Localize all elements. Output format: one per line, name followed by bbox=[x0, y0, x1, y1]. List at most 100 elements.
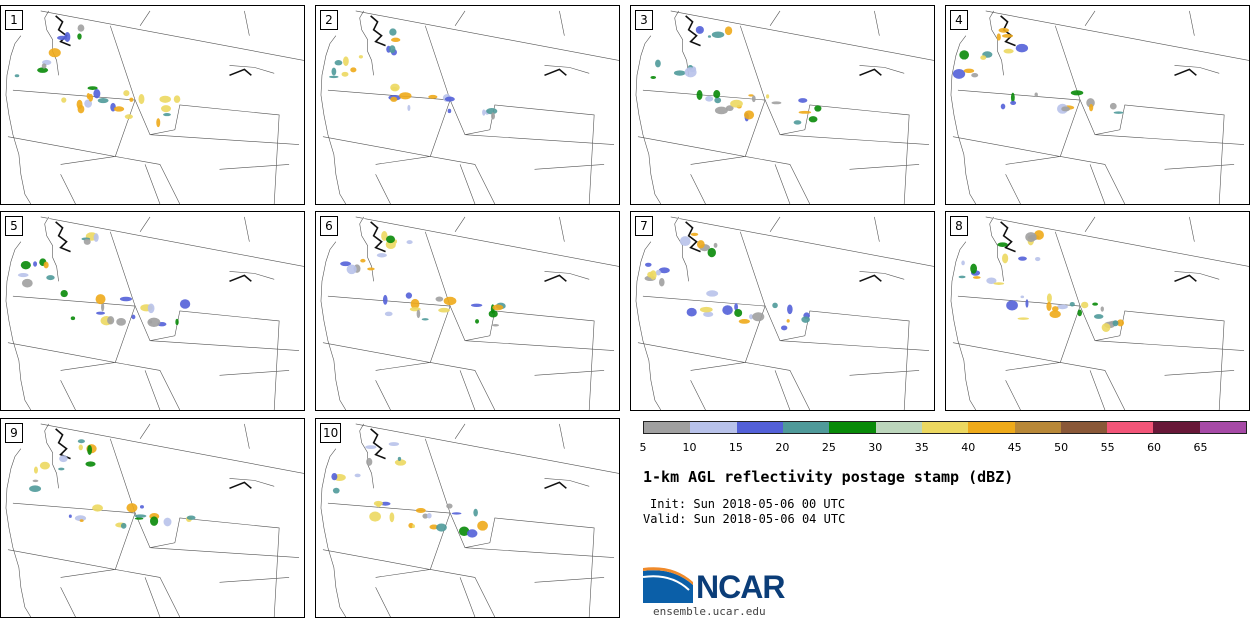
reflectivity-echo bbox=[714, 97, 722, 104]
reflectivity-echo bbox=[444, 96, 455, 102]
reflectivity-echo bbox=[798, 98, 808, 103]
reflectivity-echo bbox=[1000, 103, 1006, 110]
member-number-label: 4 bbox=[950, 10, 968, 30]
reflectivity-echo bbox=[659, 278, 665, 287]
reflectivity-echo bbox=[787, 304, 793, 315]
reflectivity-echo bbox=[655, 269, 661, 276]
reflectivity-echo bbox=[394, 459, 407, 466]
plot-title: 1-km AGL reflectivity postage stamp (dBZ… bbox=[643, 468, 1014, 486]
colorbar-tick-label: 15 bbox=[728, 441, 743, 454]
reflectivity-echo bbox=[79, 519, 84, 522]
reflectivity-echo bbox=[1020, 295, 1025, 299]
member-number-label: 7 bbox=[635, 216, 653, 236]
reflectivity-echo bbox=[129, 97, 134, 102]
reflectivity-echo bbox=[1002, 253, 1009, 264]
reflectivity-echo bbox=[690, 232, 699, 236]
reflectivity-echo bbox=[798, 110, 812, 114]
basemap-outline bbox=[5, 423, 304, 617]
reflectivity-echo bbox=[1025, 232, 1037, 242]
reflectivity-echo bbox=[486, 107, 498, 115]
colorbar-swatch bbox=[1199, 422, 1247, 433]
reflectivity-echo bbox=[1109, 102, 1117, 110]
reflectivity-echo bbox=[1035, 256, 1041, 262]
reflectivity-echo bbox=[738, 319, 751, 324]
basemap-outline bbox=[635, 10, 934, 204]
reflectivity-echo bbox=[78, 444, 83, 451]
reflectivity-echo bbox=[134, 517, 144, 520]
reflectivity-echo bbox=[97, 97, 109, 104]
reflectivity-echo bbox=[491, 112, 496, 120]
colorbar-swatch bbox=[875, 422, 922, 433]
reflectivity-echo bbox=[360, 258, 366, 263]
colorbar-swatch bbox=[1060, 422, 1108, 433]
reflectivity-echo bbox=[1061, 106, 1070, 112]
reflectivity-echo bbox=[1093, 314, 1104, 319]
reflectivity-echo bbox=[41, 63, 47, 69]
reflectivity-echo bbox=[138, 94, 145, 105]
member-number-label: 2 bbox=[320, 10, 338, 30]
reflectivity-echo bbox=[33, 466, 38, 474]
colorbar-swatch bbox=[921, 422, 969, 433]
reflectivity-echo bbox=[477, 520, 488, 531]
reflectivity-echo bbox=[1046, 301, 1052, 311]
reflectivity-echo bbox=[126, 503, 138, 513]
reflectivity-echo bbox=[14, 74, 20, 78]
reflectivity-echo bbox=[343, 56, 349, 67]
reflectivity-echo bbox=[179, 299, 191, 309]
reflectivity-echo bbox=[699, 306, 713, 313]
reflectivity-echo bbox=[399, 92, 412, 100]
reflectivity-echo bbox=[373, 500, 383, 507]
reflectivity-echo bbox=[1015, 43, 1029, 53]
reflectivity-echo bbox=[60, 290, 68, 298]
reflectivity-echo bbox=[340, 261, 352, 267]
reflectivity-echo bbox=[961, 260, 965, 266]
reflectivity-echo bbox=[1010, 92, 1015, 103]
member-number-label: 1 bbox=[5, 10, 23, 30]
reflectivity-echo bbox=[1010, 100, 1017, 105]
member-number-label: 3 bbox=[635, 10, 653, 30]
member-number-label: 10 bbox=[320, 423, 342, 443]
reflectivity-echo bbox=[730, 99, 743, 108]
reflectivity-echo bbox=[341, 71, 349, 77]
ensemble-member-panel: 8 bbox=[945, 211, 1250, 411]
reflectivity-echo bbox=[29, 485, 42, 492]
reflectivity-echo bbox=[389, 28, 397, 36]
reflectivity-echo bbox=[410, 298, 420, 309]
reflectivity-echo bbox=[61, 97, 67, 103]
reflectivity-echo bbox=[997, 242, 1008, 247]
reflectivity-echo bbox=[39, 461, 50, 470]
reflectivity-echo bbox=[695, 25, 704, 34]
reflectivity-echo bbox=[173, 95, 181, 103]
colorbar-swatch bbox=[1014, 422, 1061, 433]
ensemble-member-panel: 4 bbox=[945, 5, 1250, 205]
reflectivity-echo bbox=[722, 305, 733, 315]
reflectivity-echo bbox=[124, 114, 133, 120]
reflectivity-echo bbox=[17, 272, 29, 278]
reflectivity-echo bbox=[451, 512, 462, 515]
reflectivity-echo bbox=[482, 109, 486, 116]
reflectivity-echo bbox=[77, 24, 85, 32]
colorbar-tick-label: 30 bbox=[868, 441, 883, 454]
member-number-label: 5 bbox=[5, 216, 23, 236]
reflectivity-echo bbox=[1113, 111, 1124, 114]
reflectivity-echo bbox=[458, 526, 470, 537]
reflectivity-echo bbox=[405, 292, 413, 299]
reflectivity-echo bbox=[696, 240, 705, 249]
reflectivity-echo bbox=[350, 67, 357, 73]
colorbar-tick-label: 45 bbox=[1007, 441, 1022, 454]
reflectivity-echo bbox=[32, 479, 39, 483]
reflectivity-echo bbox=[684, 67, 697, 78]
reflectivity-echo bbox=[58, 467, 65, 471]
reflectivity-echo bbox=[331, 67, 337, 76]
reflectivity-echo bbox=[64, 31, 71, 43]
reflectivity-echo bbox=[752, 312, 765, 322]
reflectivity-echo bbox=[703, 311, 714, 317]
reflectivity-echo bbox=[366, 457, 373, 466]
reflectivity-echo bbox=[86, 93, 91, 99]
colorbar-swatch bbox=[1153, 422, 1200, 433]
reflectivity-echo bbox=[74, 515, 87, 522]
member-number-label: 6 bbox=[320, 216, 338, 236]
reflectivity-echo bbox=[748, 94, 754, 97]
reflectivity-echo bbox=[1003, 48, 1014, 54]
reflectivity-echo bbox=[443, 296, 457, 306]
